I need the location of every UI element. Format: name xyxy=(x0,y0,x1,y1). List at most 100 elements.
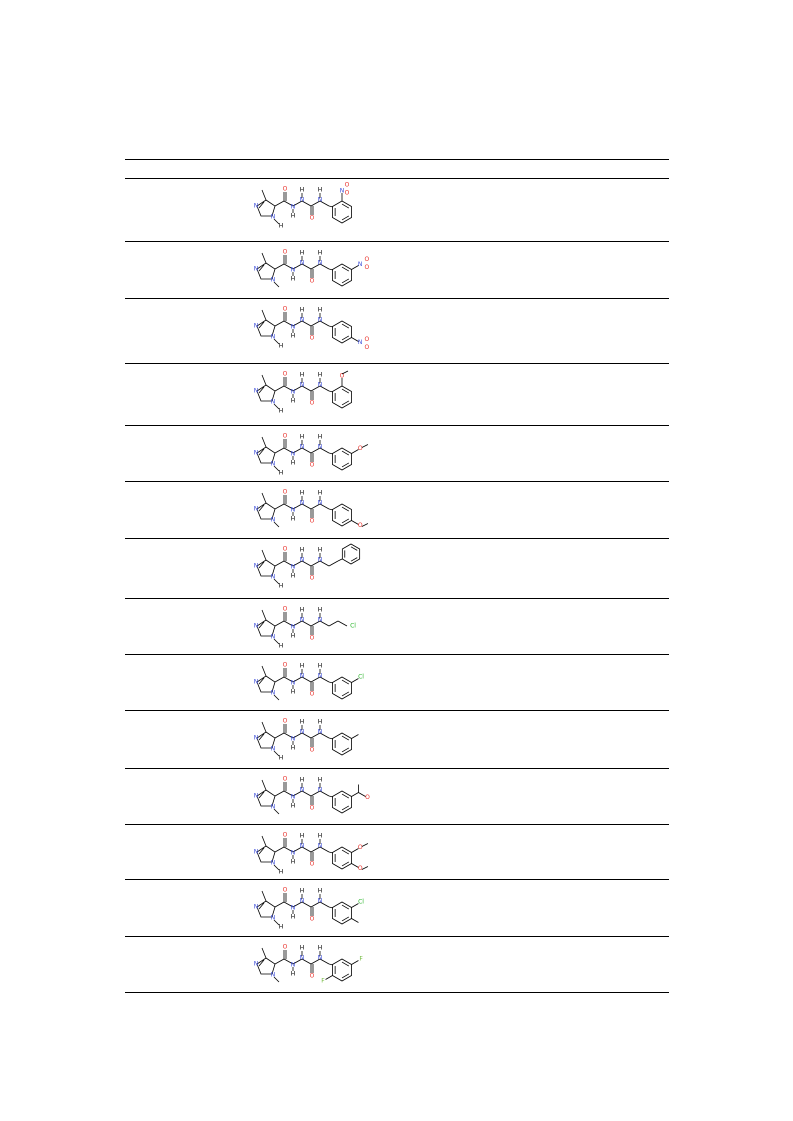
aryl-ring xyxy=(332,385,352,409)
chain-bond xyxy=(319,676,330,683)
chain-bond xyxy=(301,790,312,797)
atom-o-carbonyl: O xyxy=(283,546,288,553)
n1-substituent-bond xyxy=(273,638,280,645)
n1-substituent-bond xyxy=(273,976,280,983)
chain-bond xyxy=(301,560,312,567)
row-separator xyxy=(125,598,669,599)
atom-h: H xyxy=(291,460,296,467)
chain-bond xyxy=(283,447,294,454)
substituent-nitro-1-o1: O xyxy=(345,182,350,189)
atom-n1: N xyxy=(271,972,276,979)
substituent-methoxy-1: O xyxy=(358,844,363,851)
chain-bond xyxy=(319,732,330,739)
atom-n1: N xyxy=(271,461,276,468)
aromatic-bond xyxy=(341,215,350,221)
imidazole-ring xyxy=(256,319,276,337)
atom-o-urea: O xyxy=(310,518,315,525)
benzyl-bond xyxy=(337,558,343,562)
atom-o-urea: O xyxy=(310,400,315,407)
chain-bond xyxy=(319,958,330,965)
aromatic-bond xyxy=(258,791,265,799)
row-separator xyxy=(125,824,669,825)
n1-substituent-bond xyxy=(273,919,280,926)
atom-n-hydrazide: N xyxy=(300,955,305,962)
aromatic-bond xyxy=(258,677,265,685)
n1-substituent-bond xyxy=(273,281,280,288)
chain-bond xyxy=(292,560,303,567)
atom-n3: N xyxy=(254,388,259,395)
row-separator xyxy=(125,298,669,299)
atom-o-urea: O xyxy=(310,691,315,698)
aromatic-bond xyxy=(341,916,350,922)
acetyl-bond xyxy=(358,792,366,797)
chain-bond xyxy=(310,732,321,739)
n1-substituent-label: H xyxy=(279,643,284,650)
atom-h: H xyxy=(318,547,323,554)
atom-n-hydrazide: N xyxy=(300,729,305,736)
methyl-bond xyxy=(261,890,267,902)
atom-n-amide: N xyxy=(291,507,296,514)
substituent-methoxy-1: O xyxy=(340,373,345,380)
chain-bond xyxy=(319,447,330,454)
atom-n1: N xyxy=(271,334,276,341)
atom-o-urea: O xyxy=(310,335,315,342)
atom-h: H xyxy=(318,719,323,726)
substituent-bond xyxy=(325,975,333,980)
atom-h: H xyxy=(300,777,305,784)
row-separator xyxy=(125,654,669,655)
atom-h: H xyxy=(318,607,323,614)
chain-bond xyxy=(310,676,321,683)
aromatic-bond xyxy=(341,849,350,855)
chain-bond xyxy=(310,790,321,797)
aromatic-bond xyxy=(341,793,350,799)
chain-bond xyxy=(283,958,294,965)
aromatic-bond xyxy=(258,902,265,910)
aromatic-bond xyxy=(341,323,350,329)
atom-n1: N xyxy=(271,634,276,641)
atom-o-carbonyl: O xyxy=(283,489,288,496)
row-separator xyxy=(125,768,669,769)
atom-h: H xyxy=(291,914,296,921)
n1-substituent-bond xyxy=(273,338,280,345)
chain-bond xyxy=(292,901,303,908)
row-separator xyxy=(125,241,669,242)
atom-n-amide: N xyxy=(291,736,296,743)
imidazole-ring xyxy=(256,789,276,807)
aromatic-bond xyxy=(258,621,265,629)
methyl-bond xyxy=(261,779,267,791)
atom-n-hydrazide: N xyxy=(300,317,305,324)
table-header-rule xyxy=(125,178,669,179)
atom-h: H xyxy=(291,516,296,523)
substituent-bond xyxy=(351,792,359,797)
atom-n-hydrazide: N xyxy=(300,500,305,507)
substituent-fluoro-2: F xyxy=(359,956,363,963)
imidazole-ring xyxy=(256,957,276,975)
aromatic-bond xyxy=(341,805,350,811)
methyl-bond xyxy=(261,436,267,448)
chain-bond xyxy=(310,901,321,908)
atom-n3: N xyxy=(254,623,259,630)
chain-bond xyxy=(301,676,312,683)
chain-bond xyxy=(292,958,303,965)
chain-bond xyxy=(274,385,285,392)
atom-n1: N xyxy=(271,690,276,697)
substituent-chloro-1: Cl xyxy=(358,899,364,906)
chain-bond xyxy=(310,263,321,270)
n1-substituent-bond xyxy=(273,864,280,871)
methyl-bond xyxy=(361,843,369,847)
methyl-bond xyxy=(261,549,267,561)
table-top-rule xyxy=(125,159,669,160)
chain-bond xyxy=(274,620,285,627)
n1-substituent-bond xyxy=(273,218,280,225)
